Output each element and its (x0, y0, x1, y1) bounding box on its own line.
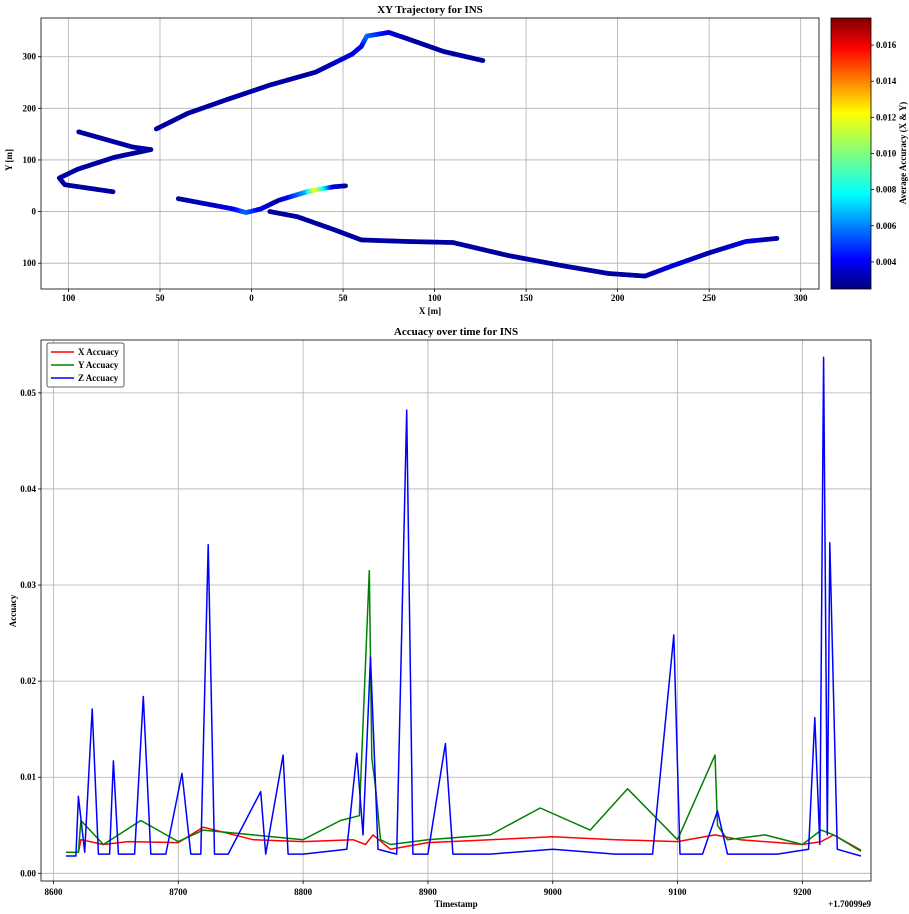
accuracy-chart-title: Accuacy over time for INS (394, 326, 518, 338)
colorbar-tick-label: 0.004 (876, 257, 897, 267)
accuracy-x-ticks: 8600 8700 8800 8900 9000 9100 9200 (44, 881, 812, 897)
series-line-x (66, 826, 862, 853)
accuracy-x-tick-label: 8800 (294, 887, 313, 897)
series-line-y (66, 569, 862, 853)
xy-y-tick-label: 300 (23, 52, 37, 62)
legend-box (46, 342, 125, 388)
accuracy-series-lines (66, 356, 862, 857)
xy-x-tick-label: 100 (62, 293, 76, 303)
accuracy-y-ticks: 0.00 0.01 0.02 0.03 0.04 0.05 (20, 388, 41, 878)
colorbar-tick-label: 0.012 (876, 112, 897, 122)
accuracy-x-tick-label: 8700 (169, 887, 188, 897)
xy-plot-frame (40, 17, 820, 290)
xy-x-tick-label: 0 (249, 293, 254, 303)
xy-y-axis-label: Y [m] (4, 149, 14, 171)
trajectory-point (343, 183, 348, 189)
accuracy-grid (41, 340, 871, 881)
colorbar-tick-label: 0.014 (876, 76, 897, 86)
xy-trajectory-chart: XY Trajectory for INS 100 50 0 50 100 150 200 2… (4, 4, 908, 316)
xy-x-tick-label: 200 (611, 293, 625, 303)
accuracy-time-chart: Accuacy over time for INS 8600 8700 8800 89… (8, 326, 871, 909)
x-axis-offset-label: +1.70099e9 (828, 899, 871, 909)
xy-y-tick-label: 0 (32, 207, 37, 217)
xy-x-tick-label: 300 (794, 293, 808, 303)
xy-chart-title: XY Trajectory for INS (377, 4, 483, 16)
xy-y-tick-label: 100 (23, 258, 37, 268)
colorbar-label: Average Accuracy (X & Y) (898, 102, 908, 204)
colorbar-tick-label: 0.006 (876, 221, 897, 231)
trajectory-point (774, 236, 780, 241)
colorbar-ticks: 0.004 0.006 0.008 0.010 0.012 0.014 0.016 (871, 40, 897, 267)
xy-trajectory-points (56, 30, 780, 279)
xy-x-ticks: 100 50 0 50 100 150 200 250 300 (62, 289, 808, 303)
colorbar-tick-label: 0.008 (876, 185, 897, 195)
legend-label-y: Y Accuacy (78, 360, 119, 370)
accuracy-x-tick-label: 9100 (669, 887, 688, 897)
accuracy-y-tick-label: 0.02 (20, 676, 36, 686)
accuracy-y-tick-label: 0.04 (20, 484, 36, 494)
xy-x-tick-label: 250 (702, 293, 716, 303)
colorbar-tick-label: 0.016 (876, 40, 897, 50)
xy-x-axis-label: X [m] (419, 306, 441, 316)
legend: X Accuacy Y Accuacy Z Accuacy (46, 342, 125, 388)
accuracy-x-tick-label: 8900 (419, 887, 438, 897)
accuracy-y-axis-label: Accuacy (8, 594, 18, 627)
xy-x-tick-label: 50 (339, 293, 349, 303)
accuracy-y-tick-label: 0.05 (20, 388, 36, 398)
series-line-z (66, 356, 862, 857)
xy-y-tick-label: 200 (23, 103, 37, 113)
legend-label-z: Z Accuacy (78, 373, 119, 383)
accuracy-y-tick-label: 0.00 (20, 868, 36, 878)
xy-grid (41, 18, 819, 289)
xy-x-tick-label: 50 (155, 293, 165, 303)
accuracy-y-tick-label: 0.03 (20, 580, 36, 590)
xy-y-tick-label: 100 (23, 155, 37, 165)
xy-y-ticks: 100 0 100 200 300 (23, 52, 41, 268)
xy-x-tick-label: 100 (428, 293, 442, 303)
colorbar (830, 17, 872, 290)
accuracy-x-axis-label: Timestamp (434, 899, 477, 909)
accuracy-plot-frame (40, 339, 872, 882)
legend-label-x: X Accuacy (78, 347, 119, 357)
accuracy-x-tick-label: 9200 (793, 887, 812, 897)
xy-x-tick-label: 150 (519, 293, 533, 303)
colorbar-tick-label: 0.010 (876, 149, 897, 159)
trajectory-point (480, 58, 486, 63)
accuracy-x-tick-label: 8600 (44, 887, 63, 897)
accuracy-y-tick-label: 0.01 (20, 772, 36, 782)
trajectory-point (76, 129, 82, 135)
accuracy-x-tick-label: 9000 (544, 887, 563, 897)
trajectory-point (110, 189, 116, 195)
